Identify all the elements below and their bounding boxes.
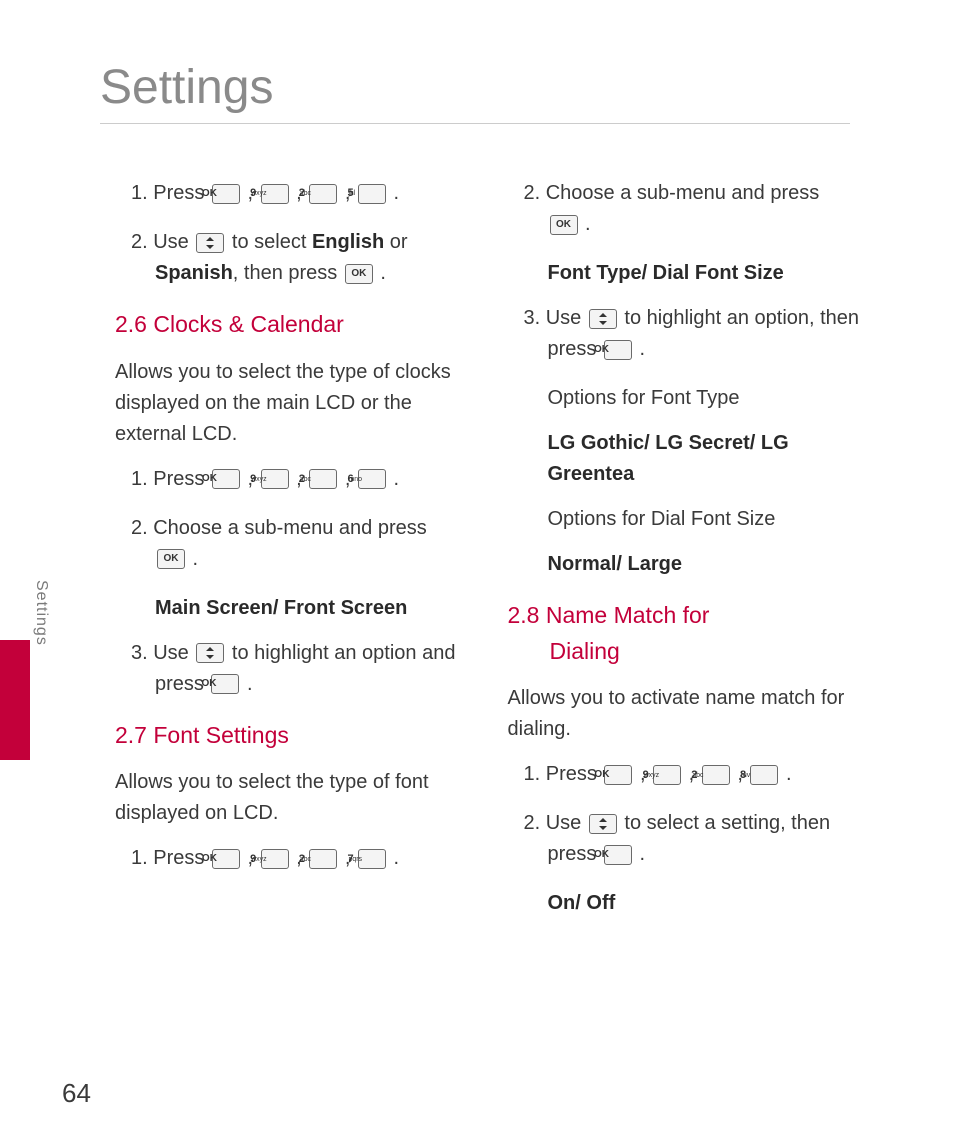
- key-5-icon: 5jkl: [358, 184, 386, 204]
- side-section-label: Settings: [32, 580, 50, 646]
- paragraph: Allows you to activate name match for di…: [508, 683, 861, 745]
- ok-key-icon: OK: [604, 340, 632, 360]
- updown-key-icon: [589, 309, 617, 329]
- heading-line2: Dialing: [508, 634, 861, 670]
- updown-key-icon: [196, 643, 224, 663]
- ok-key-icon: OK: [604, 765, 632, 785]
- heading-line1: 2.8 Name Match for: [508, 602, 710, 628]
- text: 2. Choose a sub-menu and press: [131, 517, 427, 539]
- step-1: 1. Press OK , 9wxyz , 2abc , 5jkl .: [115, 178, 468, 209]
- step-1: 1. Press OK , 9wxyz , 2abc , 6mno .: [115, 464, 468, 495]
- key-9-icon: 9wxyz: [261, 849, 289, 869]
- sub-text: Options for Font Type: [548, 383, 861, 414]
- key-9-icon: 9wxyz: [261, 469, 289, 489]
- ok-key-icon: OK: [212, 184, 240, 204]
- key-2-icon: 2abc: [309, 184, 337, 204]
- step-3: 3. Use to highlight an option, then pres…: [508, 303, 861, 365]
- step-2: 2. Choose a sub-menu and press OK .: [115, 513, 468, 575]
- step-2: 2. Use to select English or Spanish, the…: [115, 227, 468, 289]
- sub-option: Font Type/ Dial Font Size: [548, 258, 861, 289]
- text-bold: English: [312, 231, 384, 253]
- page-number: 64: [62, 1078, 91, 1109]
- updown-key-icon: [589, 814, 617, 834]
- ok-key-icon: OK: [157, 549, 185, 569]
- text: 1. Press: [131, 847, 210, 869]
- ok-key-icon: OK: [211, 674, 239, 694]
- sub-option: Main Screen/ Front Screen: [155, 593, 468, 624]
- text: 2. Choose a sub-menu and press: [524, 182, 820, 204]
- text: 1. Press: [131, 468, 210, 490]
- paragraph: Allows you to select the type of font di…: [115, 767, 468, 829]
- sub-text: Options for Dial Font Size: [548, 504, 861, 535]
- step-3: 3. Use to highlight an option and press …: [115, 638, 468, 700]
- step-1: 1. Press OK , 9wxyz , 2abc , 7pqrs .: [115, 843, 468, 874]
- step-2: 2. Use to select a setting, then press O…: [508, 808, 861, 870]
- key-9-icon: 9wxyz: [653, 765, 681, 785]
- text: 2. Use: [131, 231, 194, 253]
- paragraph: Allows you to select the type of clocks …: [115, 357, 468, 450]
- ok-key-icon: OK: [212, 469, 240, 489]
- ok-key-icon: OK: [604, 845, 632, 865]
- heading-2-6: 2.6 Clocks & Calendar: [115, 307, 468, 343]
- ok-key-icon: OK: [212, 849, 240, 869]
- page-title: Settings: [100, 60, 850, 124]
- key-7-icon: 7pqrs: [358, 849, 386, 869]
- key-9-icon: 9wxyz: [261, 184, 289, 204]
- text: or: [390, 231, 408, 253]
- sub-option: LG Gothic/ LG Secret/ LG Greentea: [548, 428, 861, 490]
- key-2-icon: 2abc: [309, 849, 337, 869]
- text: to select: [232, 231, 312, 253]
- step-2: 2. Choose a sub-menu and press OK .: [508, 178, 861, 240]
- key-2-icon: 2abc: [309, 469, 337, 489]
- content-area: 1. Press OK , 9wxyz , 2abc , 5jkl . 2. U…: [115, 168, 860, 933]
- ok-key-icon: OK: [345, 264, 373, 284]
- key-2-icon: 2abc: [702, 765, 730, 785]
- heading-2-8: 2.8 Name Match for Dialing: [508, 598, 861, 669]
- side-tab: [0, 640, 30, 760]
- text: 1. Press: [524, 763, 603, 785]
- updown-key-icon: [196, 233, 224, 253]
- text-bold: Spanish: [155, 262, 233, 284]
- key-8-icon: 8tuv: [750, 765, 778, 785]
- heading-2-7: 2.7 Font Settings: [115, 718, 468, 754]
- ok-key-icon: OK: [550, 215, 578, 235]
- sub-option: Normal/ Large: [548, 549, 861, 580]
- text: 3. Use: [524, 307, 587, 329]
- sub-option: On/ Off: [548, 888, 861, 919]
- column-left: 1. Press OK , 9wxyz , 2abc , 5jkl . 2. U…: [115, 168, 468, 933]
- text: 2. Use: [524, 812, 587, 834]
- text: , then press: [233, 262, 343, 284]
- text: 3. Use: [131, 642, 194, 664]
- key-6-icon: 6mno: [358, 469, 386, 489]
- text: 1. Press: [131, 182, 210, 204]
- step-1: 1. Press OK , 9wxyz , 2abc , 8tuv .: [508, 759, 861, 790]
- column-right: 2. Choose a sub-menu and press OK . Font…: [508, 168, 861, 933]
